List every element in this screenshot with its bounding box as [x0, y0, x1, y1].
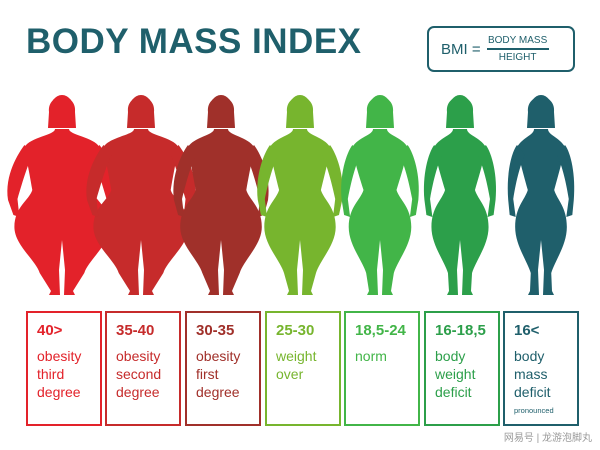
bmi-range: 30-35: [196, 322, 235, 339]
bmi-description-line: degree: [116, 384, 160, 400]
bmi-description: body weight deficit: [435, 347, 498, 401]
watermark: 网易号 | 龙游泡脚丸: [503, 433, 592, 444]
silhouette-body: [180, 129, 262, 295]
silhouette-hair: [446, 97, 474, 128]
bmi-description-line: degree: [37, 384, 81, 400]
bmi-description-line: mass: [514, 366, 548, 382]
bmi-description-line: third: [37, 366, 65, 382]
bmi-card-5: 18,5-24 norm: [344, 311, 420, 426]
bmi-description-line: weight: [435, 366, 476, 382]
silhouette-body: [93, 129, 189, 295]
body-silhouette-1: [7, 95, 117, 295]
body-silhouette-7: [507, 95, 575, 295]
bmi-description-line: body: [514, 348, 545, 364]
bmi-card-7: 16< body mass deficit pronounced: [503, 311, 579, 426]
silhouette-right-arm: [557, 145, 575, 217]
bmi-description-line: deficit: [514, 384, 551, 400]
formula-denominator: HEIGHT: [498, 51, 537, 63]
bmi-range: 35-40: [116, 322, 155, 339]
bmi-description-line: obesity: [37, 348, 82, 364]
bmi-description: norm: [355, 347, 418, 365]
formula-lhs: BMI =: [441, 40, 481, 58]
body-silhouette-2: [86, 95, 196, 295]
silhouette-left-arm: [423, 145, 443, 217]
body-silhouette-5: [341, 95, 419, 295]
bmi-description: body mass deficit: [514, 347, 577, 401]
silhouette-hair: [127, 97, 155, 128]
bmi-description-line: deficit: [435, 384, 472, 400]
bmi-card-2: 35-40 obesity second degree: [105, 311, 181, 426]
bmi-description-line: obesity: [196, 348, 241, 364]
bmi-description-line: second: [116, 366, 162, 382]
bmi-range: 25-30: [276, 322, 315, 339]
silhouette-body: [14, 129, 110, 295]
bmi-range: 18,5-24: [355, 322, 406, 339]
silhouette-hair: [286, 97, 314, 128]
silhouette-body: [431, 129, 489, 295]
silhouette-hair: [48, 97, 76, 128]
silhouette-left-arm: [173, 145, 196, 217]
bmi-card-6: 16-18,5 body weight deficit: [424, 311, 500, 426]
bmi-formula-box: BMI = BODY MASS HEIGHT: [427, 26, 575, 72]
bmi-description: obesity second degree: [116, 347, 179, 401]
bmi-card-4: 25-30 weight over: [265, 311, 341, 426]
fraction-bar: [486, 48, 549, 50]
body-silhouettes: [7, 95, 575, 295]
silhouette-right-arm: [477, 145, 497, 217]
silhouette-left-arm: [257, 145, 278, 217]
bmi-range: 16<: [514, 322, 540, 339]
bmi-card-1: 40> obesity third degree: [26, 311, 102, 426]
bmi-description: weight over: [276, 347, 339, 383]
silhouette-body: [515, 129, 567, 295]
bmi-description-line: first: [196, 366, 219, 382]
page-title: BODY MASS INDEX: [26, 22, 362, 61]
silhouette-hair: [527, 97, 555, 128]
silhouette-body: [348, 129, 412, 295]
bmi-note: pronounced: [514, 406, 554, 415]
silhouette-left-arm: [86, 145, 112, 217]
bmi-range: 40>: [37, 322, 63, 339]
bmi-description: obesity first degree: [196, 347, 259, 401]
bmi-description-line: obesity: [116, 348, 161, 364]
silhouette-body: [264, 129, 336, 295]
body-silhouette-3: [173, 95, 269, 295]
bmi-card-3: 30-35 obesity first degree: [185, 311, 261, 426]
silhouette-hair: [366, 97, 394, 128]
bmi-description-line: degree: [196, 384, 240, 400]
bmi-description-line: over: [276, 366, 304, 382]
formula-numerator: BODY MASS: [487, 35, 548, 47]
bmi-range: 16-18,5: [435, 322, 486, 339]
silhouette-left-arm: [7, 145, 33, 217]
silhouette-left-arm: [341, 145, 361, 217]
silhouette-right-arm: [322, 145, 343, 217]
bmi-description-line: norm: [355, 348, 387, 364]
silhouette-hair: [207, 97, 235, 128]
body-silhouette-4: [257, 95, 343, 295]
bmi-description-line: weight: [276, 348, 317, 364]
formula-fraction: BODY MASS HEIGHT: [486, 35, 549, 63]
bmi-description-line: body: [435, 348, 466, 364]
silhouette-right-arm: [399, 145, 419, 217]
bmi-description: obesity third degree: [37, 347, 100, 401]
silhouette-left-arm: [507, 145, 525, 217]
body-silhouette-6: [423, 95, 497, 295]
